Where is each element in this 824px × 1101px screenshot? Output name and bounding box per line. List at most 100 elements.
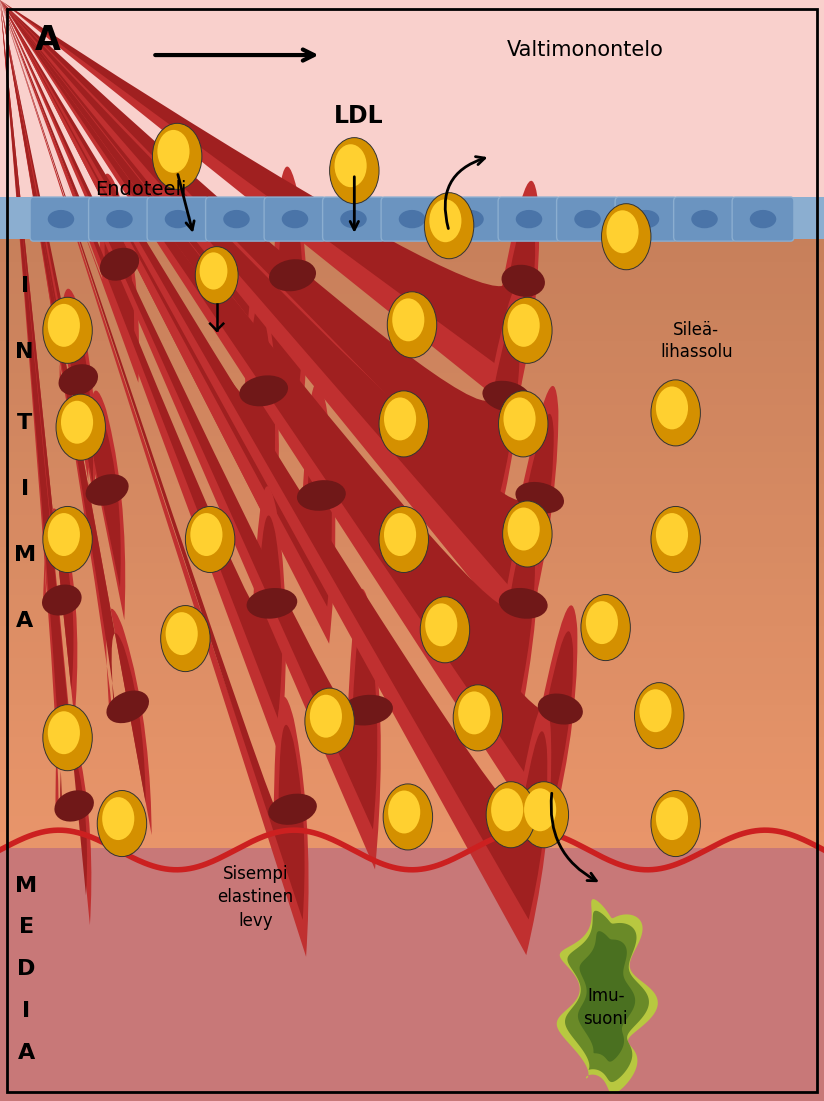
Bar <box>0 276 824 294</box>
Ellipse shape <box>519 782 569 848</box>
Bar <box>0 419 824 436</box>
Ellipse shape <box>379 391 428 457</box>
Bar <box>0 593 824 610</box>
Bar <box>0 308 824 326</box>
Text: A: A <box>16 611 33 631</box>
FancyBboxPatch shape <box>498 197 560 241</box>
Ellipse shape <box>310 695 342 738</box>
Ellipse shape <box>606 210 639 253</box>
Ellipse shape <box>656 386 688 429</box>
Ellipse shape <box>59 364 98 395</box>
Ellipse shape <box>486 782 536 848</box>
Text: I: I <box>22 1001 30 1021</box>
Bar <box>0 293 824 309</box>
Ellipse shape <box>574 210 601 228</box>
PathPatch shape <box>0 633 146 1101</box>
Ellipse shape <box>268 794 317 825</box>
Ellipse shape <box>100 248 139 281</box>
Bar <box>0 848 824 1101</box>
PathPatch shape <box>0 589 381 1101</box>
PathPatch shape <box>0 313 520 1101</box>
Bar <box>0 229 824 247</box>
PathPatch shape <box>0 174 139 1101</box>
Ellipse shape <box>651 506 700 573</box>
Text: Imu-
suoni: Imu- suoni <box>583 988 628 1027</box>
Ellipse shape <box>305 688 354 754</box>
FancyBboxPatch shape <box>88 197 150 241</box>
Bar <box>0 641 824 657</box>
FancyBboxPatch shape <box>732 197 794 241</box>
FancyBboxPatch shape <box>615 197 677 241</box>
Bar <box>0 767 824 784</box>
Ellipse shape <box>48 513 80 556</box>
Bar <box>0 705 824 721</box>
Ellipse shape <box>166 612 198 655</box>
PathPatch shape <box>0 619 377 1101</box>
Ellipse shape <box>282 210 308 228</box>
PathPatch shape <box>0 312 91 1101</box>
Ellipse shape <box>379 506 428 573</box>
Bar <box>0 720 824 737</box>
Ellipse shape <box>581 595 630 661</box>
FancyBboxPatch shape <box>264 197 325 241</box>
Bar <box>0 261 824 277</box>
Text: N: N <box>16 342 34 362</box>
Ellipse shape <box>651 380 700 446</box>
Bar <box>0 388 824 404</box>
Ellipse shape <box>335 144 367 187</box>
Text: Sisempi
elastinen
levy: Sisempi elastinen levy <box>218 864 293 930</box>
Text: D: D <box>17 959 35 979</box>
Ellipse shape <box>165 210 191 228</box>
Ellipse shape <box>223 210 250 228</box>
Text: Endoteeli: Endoteeli <box>95 179 186 199</box>
Polygon shape <box>557 900 658 1093</box>
Ellipse shape <box>453 685 503 751</box>
Ellipse shape <box>102 797 134 840</box>
Bar <box>0 403 824 421</box>
Ellipse shape <box>586 601 618 644</box>
PathPatch shape <box>0 509 77 1101</box>
Ellipse shape <box>457 210 484 228</box>
PathPatch shape <box>0 606 578 1101</box>
Ellipse shape <box>508 508 540 550</box>
Ellipse shape <box>161 606 210 672</box>
PathPatch shape <box>0 414 554 1101</box>
Bar <box>0 356 824 373</box>
PathPatch shape <box>0 415 121 1101</box>
Ellipse shape <box>330 138 379 204</box>
Text: M: M <box>16 876 37 896</box>
Bar <box>0 609 824 626</box>
Bar <box>0 467 824 483</box>
PathPatch shape <box>0 609 152 1101</box>
PathPatch shape <box>0 515 283 1101</box>
Bar <box>0 530 824 547</box>
Ellipse shape <box>269 259 316 292</box>
FancyBboxPatch shape <box>381 197 443 241</box>
Ellipse shape <box>86 475 129 505</box>
Bar <box>0 673 824 689</box>
Ellipse shape <box>195 247 238 304</box>
Ellipse shape <box>106 210 133 228</box>
PathPatch shape <box>0 631 574 1101</box>
Text: T: T <box>17 413 32 433</box>
Bar <box>0 625 824 642</box>
Bar <box>0 0 824 215</box>
PathPatch shape <box>0 705 551 1101</box>
FancyBboxPatch shape <box>322 197 384 241</box>
Bar <box>0 735 824 753</box>
FancyBboxPatch shape <box>440 197 501 241</box>
FancyBboxPatch shape <box>205 197 267 241</box>
Ellipse shape <box>97 791 147 857</box>
Ellipse shape <box>503 501 552 567</box>
Bar <box>0 815 824 832</box>
Ellipse shape <box>503 397 536 440</box>
Ellipse shape <box>516 482 564 513</box>
Bar <box>0 325 824 341</box>
Ellipse shape <box>502 264 545 297</box>
Bar <box>0 197 824 239</box>
Text: M: M <box>14 545 35 565</box>
Ellipse shape <box>651 791 700 857</box>
PathPatch shape <box>0 288 96 1101</box>
Bar <box>0 451 824 468</box>
Text: I: I <box>21 276 29 296</box>
